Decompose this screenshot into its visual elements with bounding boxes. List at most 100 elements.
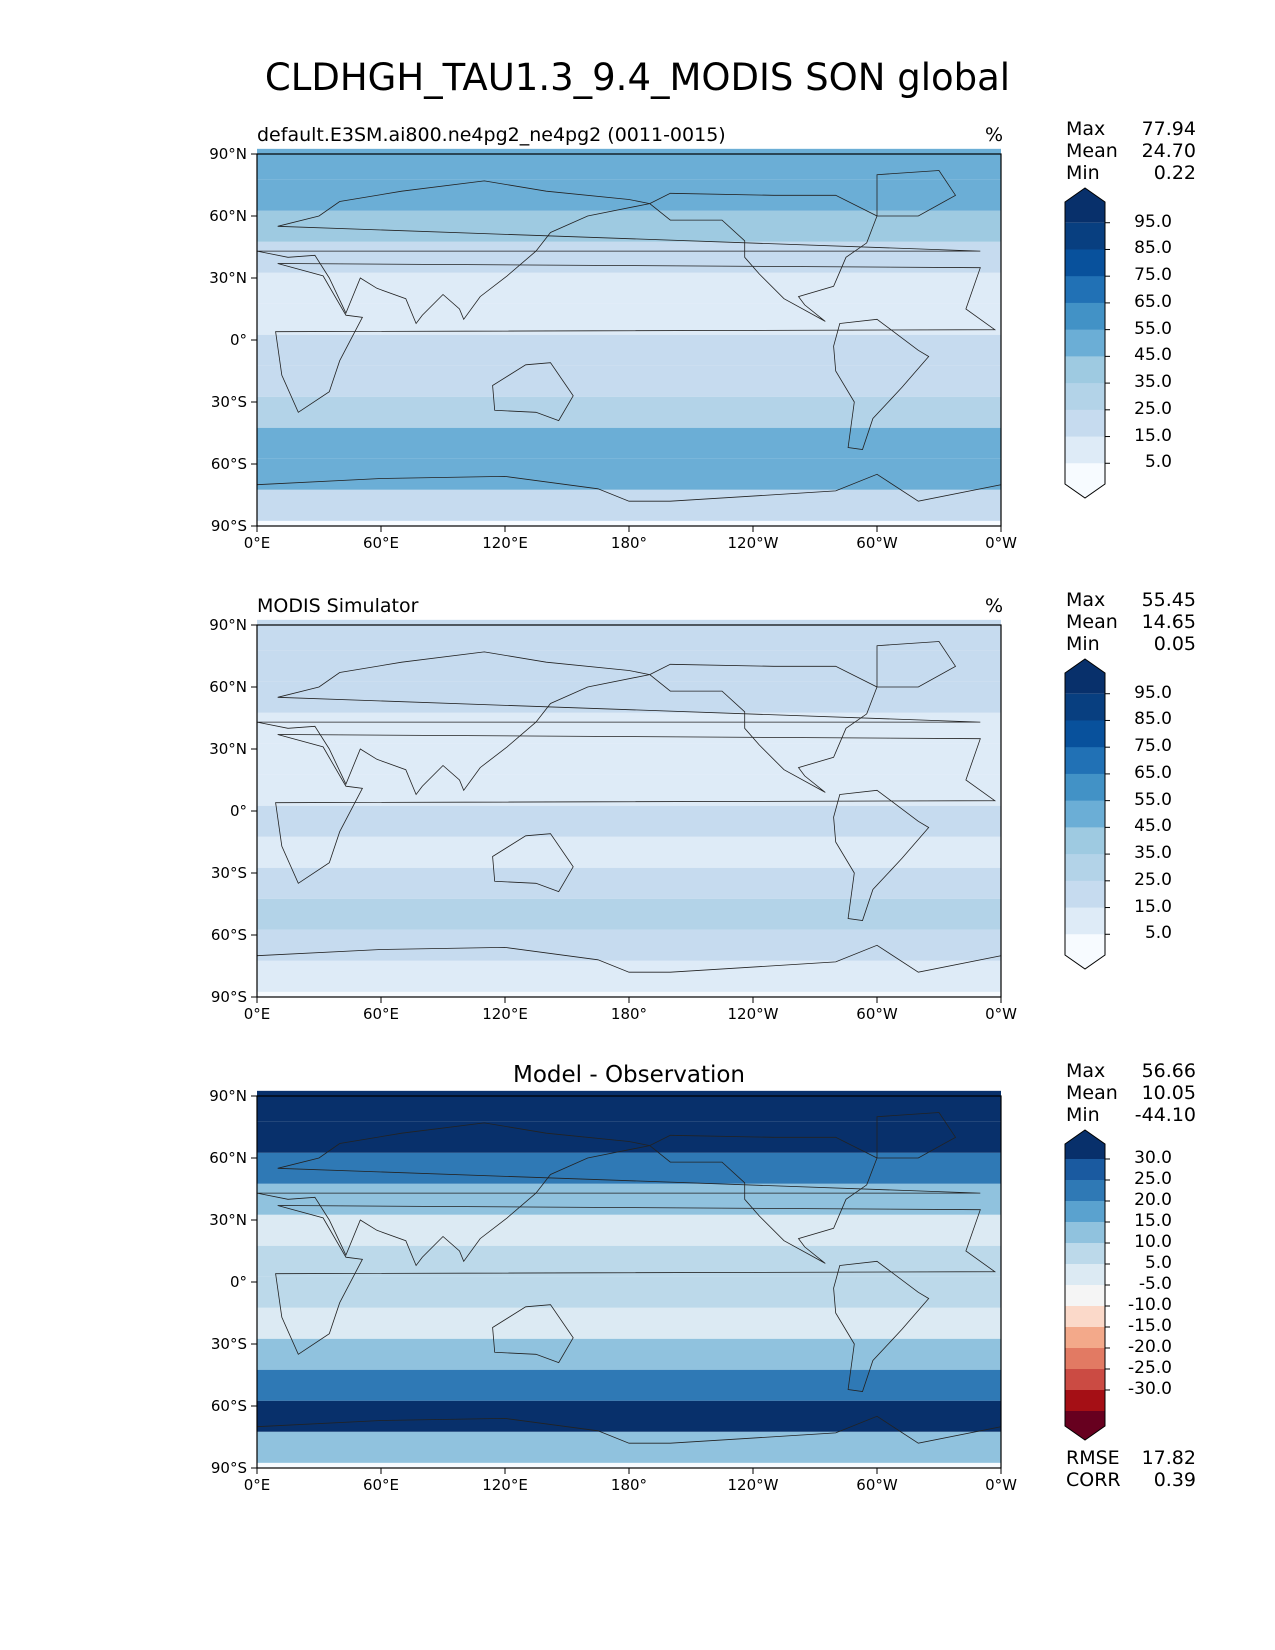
- colorbar-segment: [1065, 659, 1105, 694]
- y-tick-label: 90°N: [209, 616, 247, 634]
- colorbar-segment: [1065, 854, 1105, 882]
- colorbar-segment: [1065, 1390, 1105, 1412]
- colorbar-label: 25.0: [1134, 398, 1172, 419]
- panel-2-title: MODIS Simulator: [257, 595, 419, 617]
- x-tick-label: 0°E: [243, 1476, 271, 1494]
- y-tick-label: 60°N: [209, 207, 247, 225]
- x-tick-label: 0°W: [985, 1476, 1017, 1494]
- colorbar-label: 65.0: [1134, 762, 1172, 783]
- y-tick-label: 30°N: [209, 269, 247, 287]
- x-tick-label: 180°: [610, 1005, 648, 1023]
- coastline: [275, 263, 997, 413]
- colorbar-label: 65.0: [1134, 291, 1172, 312]
- colorbar-segment: [1065, 249, 1105, 277]
- x-tick-label: 120°W: [727, 1476, 779, 1494]
- y-tick-label: 30°S: [210, 864, 247, 882]
- colorbar-label: -5.0: [1138, 1274, 1172, 1294]
- x-tick-label: 0°E: [243, 534, 271, 552]
- colorbar-segment: [1065, 1130, 1105, 1159]
- colorbar-label: 5.0: [1144, 923, 1172, 944]
- y-tick-label: 30°S: [210, 1335, 247, 1353]
- colorbar-segment: [1065, 1306, 1105, 1328]
- map-panel-difference: [256, 1090, 1002, 1469]
- x-tick-label: 120°E: [482, 534, 528, 552]
- zonal-band: [257, 805, 1001, 837]
- panel-1-title: default.E3SM.ai800.ne4pg2_ne4pg2 (0011-0…: [257, 124, 726, 146]
- y-tick-label: 60°S: [210, 455, 247, 473]
- colorbar-segment: [1065, 720, 1105, 748]
- stat-value: 55.45: [1141, 589, 1196, 611]
- zonal-band: [257, 650, 1001, 682]
- stat-value: 10.05: [1141, 1082, 1196, 1104]
- x-tick-label: 60°E: [362, 1476, 400, 1494]
- colorbar-label: 30.0: [1134, 1148, 1172, 1168]
- coastline: [256, 1122, 981, 1267]
- zonal-band: [257, 334, 1001, 366]
- colorbar-segment: [1065, 1222, 1105, 1244]
- colorbar-label: 35.0: [1134, 843, 1172, 864]
- map-panel-reference: [256, 619, 1002, 998]
- stat-value: 17.82: [1141, 1447, 1196, 1469]
- x-tick-label: 120°W: [727, 534, 779, 552]
- colorbar-label: 25.0: [1134, 1169, 1172, 1189]
- colorbar-label: 95.0: [1134, 682, 1172, 703]
- zonal-band: [257, 272, 1001, 304]
- colorbar-label: 85.0: [1134, 709, 1172, 730]
- x-tick-label: 60°E: [362, 1005, 400, 1023]
- colorbar-label: 25.0: [1134, 869, 1172, 890]
- colorbar-segment: [1065, 383, 1105, 411]
- stat-value: 56.66: [1141, 1060, 1196, 1082]
- colorbar-label: -15.0: [1128, 1316, 1172, 1336]
- figure-title: CLDHGH_TAU1.3_9.4_MODIS SON global: [264, 56, 1011, 99]
- colorbar-segment: [1065, 463, 1105, 498]
- coastline: [492, 1304, 574, 1364]
- coastline: [833, 1260, 930, 1392]
- stat-value: 0.39: [1153, 1469, 1196, 1491]
- coastline: [256, 180, 981, 325]
- colorbar-label: -20.0: [1128, 1337, 1172, 1357]
- colorbar-segment: [1065, 356, 1105, 384]
- colorbar-label: -30.0: [1128, 1379, 1172, 1399]
- colorbar-label: 35.0: [1134, 372, 1172, 393]
- colorbar-segment: [1065, 747, 1105, 775]
- stat-label: Max: [1066, 1060, 1106, 1082]
- colorbar-label: -10.0: [1128, 1295, 1172, 1315]
- zonal-band: [257, 681, 1001, 713]
- panel-2-stats: Max 55.45 Mean 14.65 Min 0.05: [1066, 589, 1196, 655]
- coastline: [876, 1112, 957, 1159]
- colorbar-segment: [1065, 222, 1105, 250]
- y-tick-label: 0°: [229, 1273, 247, 1291]
- stat-label: Min: [1066, 162, 1100, 184]
- y-tick-label: 30°S: [210, 393, 247, 411]
- colorbar-segment: [1065, 1348, 1105, 1370]
- stat-label: Mean: [1066, 1082, 1118, 1104]
- coastline: [275, 1205, 997, 1355]
- colorbar-segment: [1065, 1201, 1105, 1223]
- stat-label: Min: [1066, 633, 1100, 655]
- stat-value: 77.94: [1141, 118, 1196, 140]
- colorbar-label: 20.0: [1134, 1190, 1172, 1210]
- coastline: [648, 192, 878, 322]
- colorbar-segment: [1065, 1264, 1105, 1286]
- colorbar-label: 45.0: [1134, 816, 1172, 837]
- stat-value: 0.05: [1153, 633, 1196, 655]
- panel-1-units: %: [985, 124, 1004, 146]
- colorbar-segment: [1065, 1411, 1105, 1440]
- colorbar-segment: [1065, 1369, 1105, 1391]
- coastline: [275, 734, 997, 884]
- colorbar-label: 15.0: [1134, 1211, 1172, 1231]
- zonal-band: [257, 396, 1001, 428]
- zonal-band: [257, 210, 1001, 242]
- x-tick-label: 60°W: [856, 534, 898, 552]
- stat-label: Min: [1066, 1104, 1100, 1126]
- y-tick-label: 0°: [229, 331, 247, 349]
- stat-value: 24.70: [1141, 140, 1196, 162]
- zonal-band: [257, 867, 1001, 899]
- coastline: [648, 1134, 878, 1264]
- y-tick-label: 90°N: [209, 145, 247, 163]
- colorbar-segment: [1065, 302, 1105, 331]
- zonal-band: [257, 1152, 1001, 1184]
- colorbar-label: 75.0: [1134, 265, 1172, 286]
- x-tick-label: 120°E: [482, 1005, 528, 1023]
- x-tick-label: 0°W: [985, 534, 1017, 552]
